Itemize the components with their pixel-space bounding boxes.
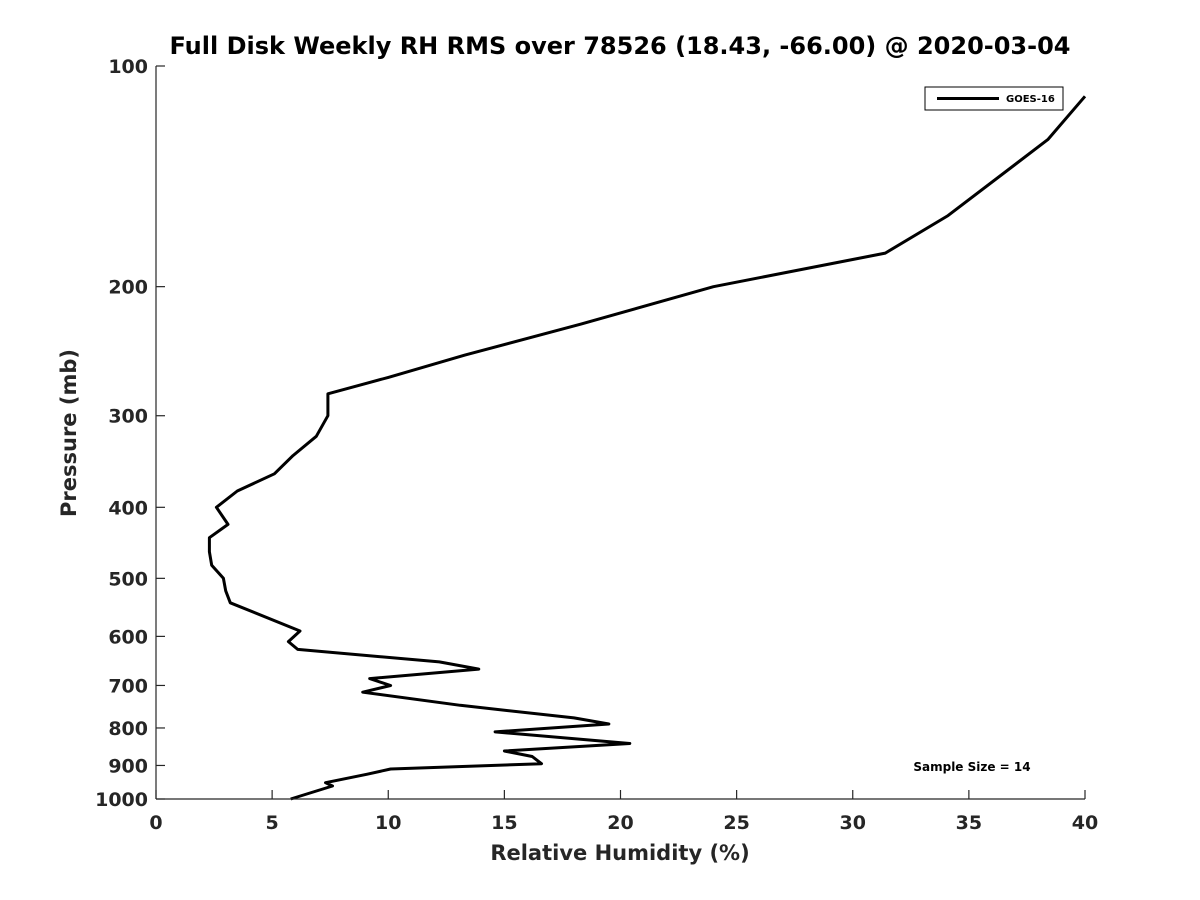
x-tick-label: 25 <box>723 812 749 834</box>
y-tick-label: 500 <box>108 568 148 590</box>
x-axis-label: Relative Humidity (%) <box>490 841 749 865</box>
y-tick-label: 300 <box>108 406 148 428</box>
y-tick-label: 600 <box>108 626 148 648</box>
legend-label-goes-16: GOES-16 <box>1006 94 1055 105</box>
y-tick-label: 400 <box>108 497 148 519</box>
x-tick-label: 10 <box>375 812 401 834</box>
y-tick-label: 900 <box>108 755 148 777</box>
x-tick-label: 20 <box>607 812 633 834</box>
y-tick-label: 800 <box>108 718 148 740</box>
series-line-goes-16 <box>207 95 1087 801</box>
sample-size-annotation: Sample Size = 14 <box>913 760 1030 774</box>
y-tick-label: 200 <box>108 277 148 299</box>
y-tick-label: 100 <box>108 56 148 78</box>
x-axis: 0 5 10 15 20 25 30 35 40 <box>149 790 1098 834</box>
plot-area: 0 5 10 15 20 25 30 35 40 100 200 300 400 500 600 700 80… <box>95 56 1098 834</box>
y-axis-label: Pressure (mb) <box>57 349 81 517</box>
x-tick-label: 30 <box>840 812 866 834</box>
x-tick-label: 15 <box>491 812 517 834</box>
y-tick-label: 1000 <box>95 789 148 811</box>
x-tick-label: 40 <box>1072 812 1098 834</box>
legend: GOES-16 <box>924 86 1064 111</box>
chart-title: Full Disk Weekly RH RMS over 78526 (18.4… <box>169 32 1070 60</box>
x-tick-label: 0 <box>149 812 162 834</box>
x-tick-label: 5 <box>266 812 279 834</box>
y-axis: 100 200 300 400 500 600 700 800 900 1000 <box>95 56 165 811</box>
y-tick-label: 700 <box>108 675 148 697</box>
x-tick-label: 35 <box>956 812 982 834</box>
